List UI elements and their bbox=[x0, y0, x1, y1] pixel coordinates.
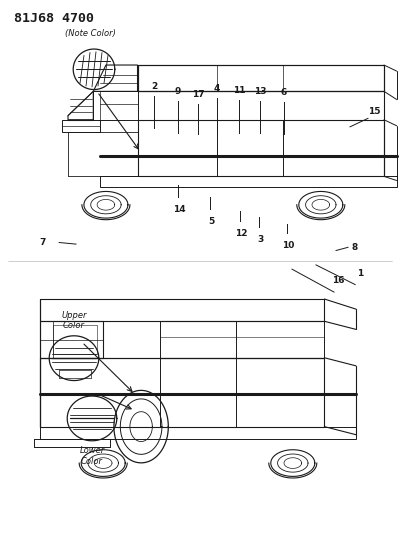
Text: 3: 3 bbox=[257, 235, 263, 244]
Text: 10: 10 bbox=[282, 241, 294, 251]
Text: 8: 8 bbox=[352, 243, 358, 252]
Text: 6: 6 bbox=[281, 88, 287, 97]
Text: 1: 1 bbox=[357, 269, 363, 278]
Text: 13: 13 bbox=[254, 87, 266, 96]
Text: Upper
Color: Upper Color bbox=[61, 311, 87, 330]
Text: 4: 4 bbox=[214, 84, 220, 93]
Text: 81J68 4700: 81J68 4700 bbox=[14, 12, 94, 25]
Text: 16: 16 bbox=[332, 276, 344, 285]
Text: 7: 7 bbox=[40, 238, 46, 247]
Text: 15: 15 bbox=[368, 107, 380, 116]
Text: (Note Color): (Note Color) bbox=[64, 29, 116, 38]
Text: 5: 5 bbox=[208, 217, 214, 227]
Text: 17: 17 bbox=[192, 90, 204, 99]
Text: Lower
Color: Lower Color bbox=[79, 446, 105, 465]
Text: 14: 14 bbox=[173, 205, 186, 214]
Text: 2: 2 bbox=[151, 82, 157, 91]
Text: 12: 12 bbox=[234, 229, 247, 238]
Text: 9: 9 bbox=[175, 87, 181, 96]
Text: 11: 11 bbox=[233, 86, 246, 95]
